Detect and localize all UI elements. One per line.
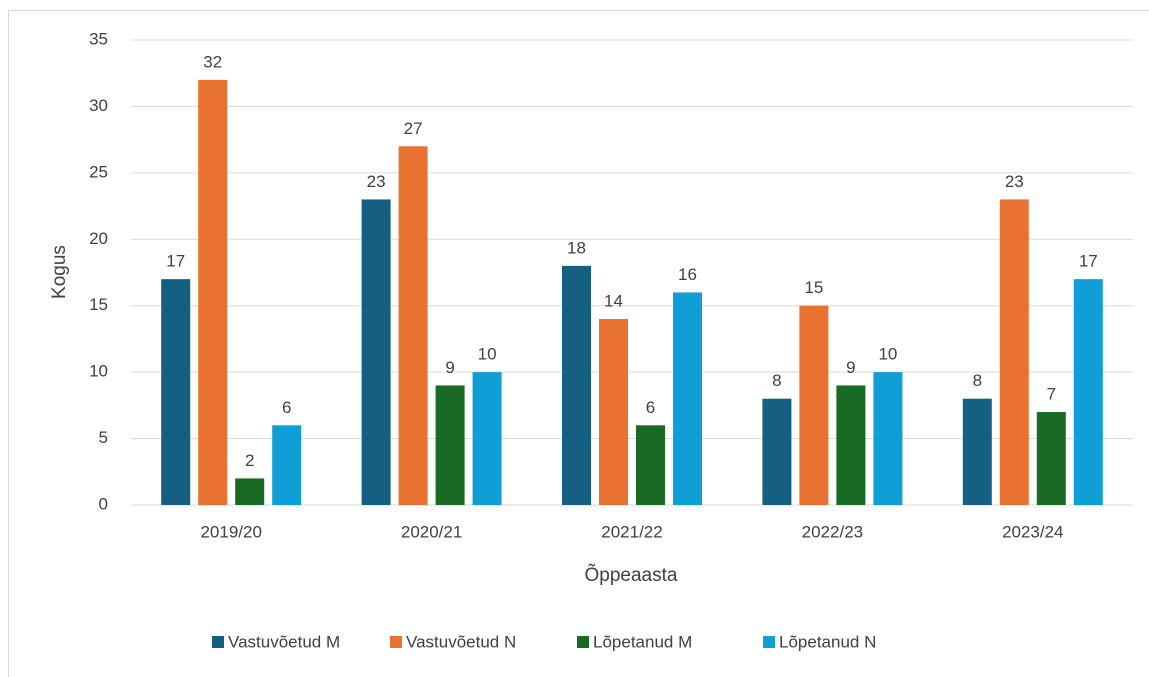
bar xyxy=(398,146,428,506)
data-label: 8 xyxy=(973,371,982,390)
data-label: 9 xyxy=(445,358,454,377)
bar xyxy=(999,199,1029,505)
bar xyxy=(472,372,502,505)
x-tick-label: 2022/23 xyxy=(802,522,863,541)
legend-label: Lõpetanud M xyxy=(593,632,692,651)
bar xyxy=(361,199,391,505)
y-tick-label: 15 xyxy=(89,295,108,314)
legend-label: Lõpetanud N xyxy=(779,632,876,651)
y-tick-label: 10 xyxy=(89,362,108,381)
x-axis-title: Õppeaasta xyxy=(585,564,678,586)
bar xyxy=(272,425,302,505)
legend-label: Vastuvõetud N xyxy=(406,632,516,651)
bar xyxy=(799,305,829,505)
bar xyxy=(1073,279,1103,505)
data-label: 27 xyxy=(404,119,423,138)
bar xyxy=(962,398,992,505)
x-tick-label: 2021/22 xyxy=(601,522,662,541)
legend-swatch xyxy=(763,636,775,648)
bar xyxy=(1036,412,1066,505)
x-tick-label: 2019/20 xyxy=(200,522,261,541)
bar xyxy=(198,79,228,505)
data-label: 10 xyxy=(878,345,897,364)
y-tick-label: 0 xyxy=(99,494,108,513)
data-label: 6 xyxy=(646,398,655,417)
bar xyxy=(435,385,465,505)
bar xyxy=(599,319,628,505)
data-label: 10 xyxy=(478,345,497,364)
bar xyxy=(762,398,792,505)
data-label: 14 xyxy=(604,291,623,310)
y-tick-label: 20 xyxy=(89,229,108,248)
data-label: 8 xyxy=(772,371,781,390)
bar xyxy=(836,385,866,505)
y-tick-label: 25 xyxy=(89,162,108,181)
data-label: 2 xyxy=(245,451,254,470)
data-label: 23 xyxy=(1005,172,1024,191)
x-tick-label: 2023/24 xyxy=(1002,522,1063,541)
legend-swatch xyxy=(212,636,224,648)
data-label: 17 xyxy=(166,252,185,271)
y-tick-label: 35 xyxy=(89,29,108,48)
data-label: 16 xyxy=(678,265,697,284)
legend-label: Vastuvõetud M xyxy=(228,632,340,651)
x-tick-label: 2020/21 xyxy=(401,522,462,541)
data-label: 9 xyxy=(846,358,855,377)
y-axis-title: Kogus xyxy=(49,245,70,299)
bar xyxy=(562,265,591,505)
bar xyxy=(673,292,702,505)
legend-swatch xyxy=(390,636,402,648)
data-label: 18 xyxy=(567,238,586,257)
data-label: 7 xyxy=(1047,384,1056,403)
data-label: 32 xyxy=(203,52,222,71)
bar xyxy=(873,372,903,505)
data-label: 15 xyxy=(804,278,823,297)
data-label: 17 xyxy=(1079,252,1098,271)
data-label: 23 xyxy=(367,172,386,191)
y-tick-label: 30 xyxy=(89,96,108,115)
y-tick-label: 5 xyxy=(99,428,108,447)
bar xyxy=(161,279,191,505)
legend-swatch xyxy=(577,636,589,648)
bar xyxy=(636,425,665,505)
data-label: 6 xyxy=(282,398,291,417)
bar xyxy=(235,478,265,505)
